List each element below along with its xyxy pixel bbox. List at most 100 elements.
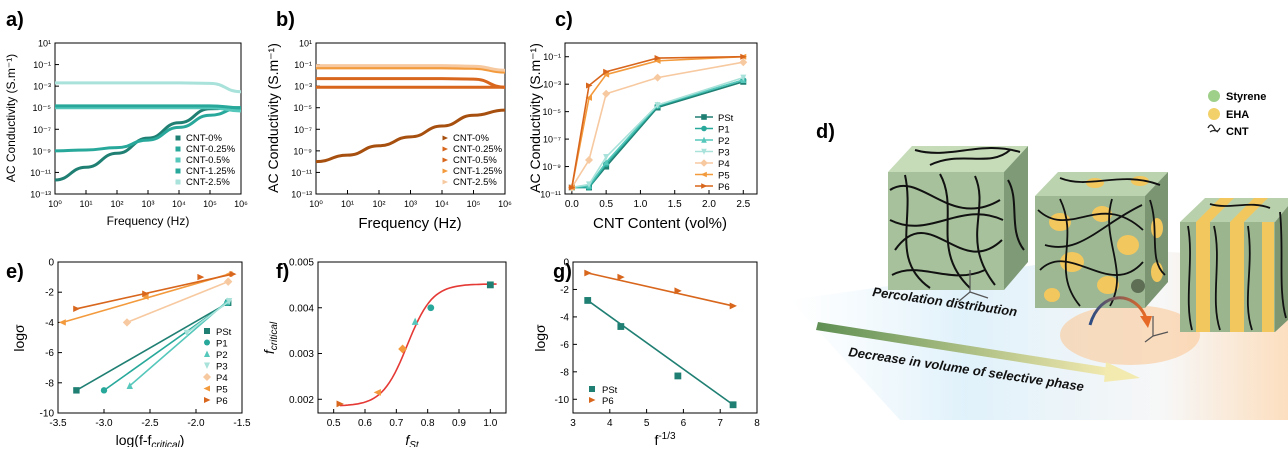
legend-marker <box>204 339 210 346</box>
x-tick-label: -2.5 <box>141 418 159 429</box>
legend-marker <box>175 135 181 141</box>
data-point-P6 <box>729 302 737 310</box>
data-point-PSt <box>674 372 682 380</box>
x-tick-label: 3 <box>570 418 576 429</box>
panel-b-y-axis-label: AC Conductivity (S.m⁻¹) <box>265 43 281 193</box>
data-point-PSt <box>73 387 80 394</box>
x-tick-label: 0.0 <box>565 199 579 210</box>
x-tick-label: 8 <box>754 418 760 429</box>
panel-g-y-axis-label: logσ <box>532 324 548 352</box>
panel-f-label: f) <box>276 261 289 283</box>
y-tick-label: 0.004 <box>289 303 314 314</box>
legend-label: P3 <box>216 362 228 373</box>
panel-b-legend: CNT-0%CNT-0.25%CNT-0.5%CNT-1.25%CNT-2.5% <box>442 133 503 188</box>
legend-marker <box>442 168 448 174</box>
legend-marker <box>442 135 448 141</box>
x-tick-label: -1.5 <box>233 418 251 429</box>
y-tick-label: -10 <box>40 409 55 420</box>
cube2-sphere <box>1131 279 1145 293</box>
y-tick-label: 10⁻¹¹ <box>30 168 51 178</box>
panel-a-series <box>54 81 242 182</box>
legend-label: P6 <box>602 396 614 407</box>
panel-c-x-ticks: 0.0 0.5 1.0 1.5 2.0 2.5 <box>565 190 751 210</box>
data-point-P5 <box>654 57 661 64</box>
legend-marker <box>700 159 708 167</box>
x-tick-label: 1.0 <box>633 199 647 210</box>
fit-line-P3 <box>186 300 230 334</box>
data-point-PSt <box>729 401 737 409</box>
x-tick-label: 10⁴ <box>435 199 449 209</box>
data-point-P2 <box>126 382 133 390</box>
x-tick-label: 10² <box>110 199 123 209</box>
x-tick-label: 0.8 <box>421 418 435 429</box>
data-point-P3 <box>740 74 747 82</box>
legend-label: P3 <box>718 148 730 159</box>
panel-e-axes <box>57 261 243 414</box>
y-tick-label: -4 <box>560 312 569 323</box>
y-tick-label: -6 <box>45 348 54 359</box>
data-point <box>427 304 435 312</box>
legend-marker <box>204 397 211 403</box>
y-tick-label: 10⁻⁵ <box>294 103 313 113</box>
panel-c-label: c) <box>555 9 573 31</box>
data-point-P6 <box>73 305 81 313</box>
x-tick-label: 4 <box>607 418 613 429</box>
panel-g-series <box>584 269 737 409</box>
legend-label: PSt <box>216 327 232 338</box>
data-point-P6 <box>197 273 205 281</box>
panel-a-x-ticks: 10⁰ 10¹ 10² 10³ 10⁴ 10⁵ 10⁶ <box>48 190 248 209</box>
transition-arrow-head <box>1140 316 1152 328</box>
y-tick-label: 10⁻⁷ <box>543 135 561 145</box>
panel-c: c) 10⁻¹ 10⁻³ 10⁻⁵ 10⁻⁷ 10⁻⁹ 10⁻¹¹ 0.0 0.5 1.0 1.… <box>527 9 758 232</box>
panel-c-series <box>567 53 748 192</box>
x-tick-label: 10¹ <box>79 199 92 209</box>
panel-e-x-ticks: -3.5 -3.0 -2.5 -2.0 -1.5 <box>49 409 251 429</box>
y-tick-label: 10⁻⁵ <box>33 103 52 113</box>
y-tick-label: 10⁻⁷ <box>294 125 312 135</box>
data-point-P5 <box>602 71 610 78</box>
x-tick-label: 10⁶ <box>234 199 248 209</box>
fit-line-PSt <box>587 299 734 406</box>
legend-label: PSt <box>602 385 618 396</box>
cube2-cnt-network <box>1037 177 1166 307</box>
cube1-cnt-network <box>889 147 1025 289</box>
y-tick-label: -2 <box>45 288 54 299</box>
data-point-P3 <box>603 153 610 161</box>
panel-d: d) Styrene EHA CNT <box>790 90 1288 420</box>
x-tick-label: -3.5 <box>49 418 67 429</box>
data-point <box>486 281 494 289</box>
cnt-legend-label: CNT <box>1226 126 1249 138</box>
x-tick-label: 7 <box>717 418 723 429</box>
panel-g-x-axis-label: f-1/3 <box>654 431 676 447</box>
panel-b: b) 10¹ 10⁻¹ 10⁻³ 10⁻⁵ 10⁻⁷ 10⁻⁹ 10⁻¹¹ 10⁻¹³ 10⁰… <box>265 9 512 232</box>
data-point-P5 <box>585 94 592 101</box>
axis-gizmo-2 <box>1144 316 1169 343</box>
panel-g-x-axis-label-sup: -1/3 <box>658 431 676 442</box>
panel-c-y-ticks: 10⁻¹ 10⁻³ 10⁻⁵ 10⁻⁷ 10⁻⁹ 10⁻¹¹ <box>540 52 569 200</box>
data-point-P3 <box>586 181 592 188</box>
legend-label: P1 <box>216 339 228 350</box>
panel-e-y-ticks: 0 -2 -4 -6 -8 -10 <box>40 258 62 420</box>
data-point-P6 <box>603 68 610 75</box>
data-point <box>411 317 419 325</box>
legend-label: P6 <box>216 396 228 407</box>
panel-e-x-axis-label: log(f-fcritical) <box>116 432 185 447</box>
orange-glow <box>1060 305 1200 365</box>
cnt-icon <box>1207 124 1221 133</box>
x-tick-label: 1.5 <box>668 199 682 210</box>
x-tick-label: 10¹ <box>341 199 354 209</box>
data-point-PSt <box>584 297 592 304</box>
y-tick-label: 10⁻⁵ <box>543 107 562 117</box>
y-tick-label: 10⁻³ <box>33 82 51 92</box>
legend-marker <box>701 114 707 120</box>
x-tick-label: 10⁵ <box>203 199 217 209</box>
panel-e-label: e) <box>6 261 24 283</box>
series-line-CNT-0% <box>315 108 506 164</box>
legend-marker <box>442 157 448 163</box>
data-point-P6 <box>654 55 662 62</box>
styrene-legend-marker <box>1208 90 1220 102</box>
data-point-P6 <box>568 184 576 191</box>
legend-label: P1 <box>718 125 730 136</box>
floor-glow <box>790 250 1288 420</box>
